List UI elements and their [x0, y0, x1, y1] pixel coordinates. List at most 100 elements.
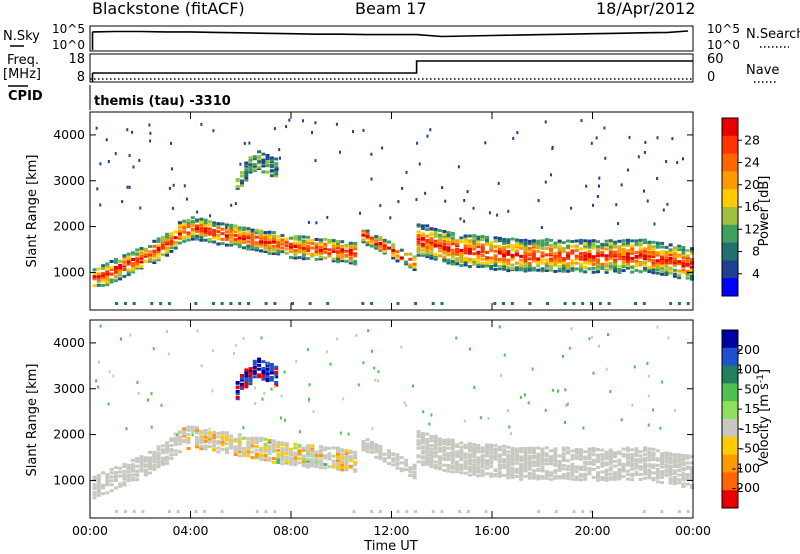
data-cell: [254, 445, 259, 448]
data-cell: [293, 248, 298, 252]
data-cell: [177, 232, 182, 236]
data-cell: [664, 470, 669, 474]
data-cell: [433, 437, 438, 441]
data-cell: [252, 157, 257, 161]
data-cell: [190, 237, 195, 241]
data-cell: [259, 453, 264, 457]
data-cell: [472, 262, 477, 266]
scatter-cell: [129, 333, 132, 337]
data-cell: [224, 449, 229, 453]
data-cell: [574, 451, 579, 455]
data-cell: [672, 453, 677, 457]
data-cell: [237, 236, 242, 240]
data-cell: [489, 244, 494, 248]
data-cell: [506, 460, 511, 464]
data-cell: [105, 473, 110, 477]
data-cell: [664, 271, 669, 275]
scatter-cell: [598, 344, 600, 348]
data-cell: [318, 453, 323, 457]
data-cell: [553, 459, 558, 463]
data-cell: [269, 371, 274, 375]
data-cell: [608, 239, 613, 243]
data-cell: [442, 438, 447, 442]
data-cell: [493, 249, 498, 253]
data-cell: [608, 451, 613, 455]
data-cell: [647, 240, 652, 244]
data-cell: [139, 249, 144, 252]
data-cell: [660, 264, 665, 268]
data-cell: [280, 451, 285, 455]
scatter-cell: [527, 401, 530, 405]
scatter-cell: [674, 408, 676, 412]
scatter-cell: [429, 128, 432, 132]
data-cell: [408, 263, 413, 267]
data-cell: [634, 251, 639, 255]
data-cell: [459, 449, 464, 453]
data-cell: [566, 256, 571, 260]
data-cell: [327, 446, 332, 450]
data-cell: [613, 242, 618, 246]
data-cell: [685, 270, 690, 274]
data-cell: [472, 234, 477, 238]
data-cell: [318, 245, 323, 249]
data-cell: [101, 267, 106, 270]
data-cell: [246, 445, 251, 449]
data-cell: [199, 235, 204, 239]
data-cell: [523, 469, 528, 473]
data-cell: [519, 464, 524, 468]
data-cell: [259, 232, 264, 236]
data-cell: [651, 253, 656, 257]
scatter-cell: [405, 170, 408, 174]
data-cell: [514, 454, 519, 457]
data-cell: [630, 462, 635, 466]
data-cell: [523, 455, 528, 459]
scatter-cell: [570, 327, 573, 331]
data-cell: [596, 252, 600, 256]
data-cell: [195, 224, 199, 228]
data-cell: [173, 242, 178, 246]
data-cell: [566, 254, 571, 258]
frequency-frame: [89, 53, 694, 83]
data-cell: [438, 236, 442, 240]
data-cell: [399, 467, 404, 471]
data-cell: [199, 431, 204, 435]
data-cell: [685, 482, 690, 486]
data-cell: [244, 374, 249, 378]
data-cell: [186, 221, 191, 225]
data-cell: [540, 269, 545, 273]
data-cell: [647, 476, 652, 480]
data-cell: [284, 444, 289, 448]
data-cell: [425, 224, 430, 228]
data-cell: [242, 452, 246, 455]
data-cell: [681, 253, 686, 257]
data-cell: [310, 447, 315, 451]
data-cell: [506, 456, 511, 460]
data-cell: [160, 243, 165, 247]
data-cell: [261, 360, 266, 364]
data-cell: [476, 460, 481, 464]
data-cell: [237, 226, 242, 230]
data-cell: [519, 266, 524, 270]
data-cell: [297, 235, 302, 239]
data-cell: [148, 463, 152, 466]
data-cell: [634, 464, 639, 468]
data-cell: [677, 253, 682, 257]
data-cell: [455, 262, 460, 266]
data-cell: [246, 448, 251, 452]
data-cell: [591, 246, 596, 250]
data-cell: [391, 243, 396, 247]
ground-cell: [677, 302, 681, 305]
data-cell: [433, 466, 438, 470]
data-cell: [578, 474, 583, 478]
scatter-cell: [314, 121, 317, 125]
data-cell: [271, 460, 276, 464]
data-cell: [224, 223, 229, 227]
data-cell: [608, 247, 613, 251]
data-cell: [353, 468, 358, 472]
data-cell: [237, 450, 242, 454]
data-cell: [207, 227, 212, 231]
data-cell: [395, 254, 400, 258]
data-cell: [608, 455, 613, 459]
data-cell: [113, 268, 118, 272]
data-cell: [544, 241, 549, 245]
